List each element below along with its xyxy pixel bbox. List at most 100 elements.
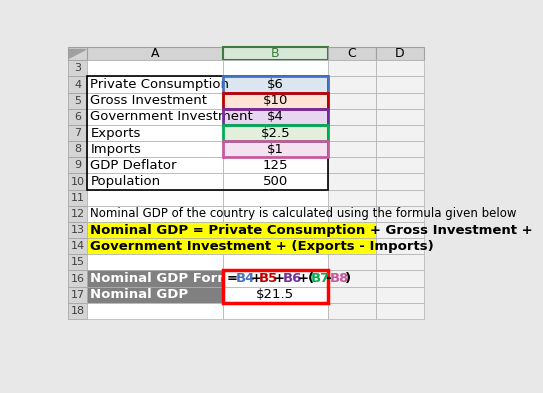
Bar bbox=[68, 47, 87, 60]
Bar bbox=[327, 303, 376, 319]
Text: GDP Deflator: GDP Deflator bbox=[90, 159, 177, 172]
Bar bbox=[376, 141, 424, 157]
Bar bbox=[68, 173, 87, 189]
Bar bbox=[87, 222, 376, 238]
Text: 125: 125 bbox=[262, 159, 288, 172]
Bar bbox=[68, 222, 87, 238]
Text: C: C bbox=[347, 47, 356, 60]
Text: 10: 10 bbox=[71, 176, 85, 187]
Bar bbox=[68, 109, 87, 125]
Bar bbox=[87, 76, 223, 93]
Bar bbox=[87, 60, 223, 76]
Bar bbox=[68, 76, 87, 93]
Text: Exports: Exports bbox=[90, 127, 141, 140]
Bar bbox=[68, 93, 87, 109]
Text: 5: 5 bbox=[74, 95, 81, 106]
Bar bbox=[327, 157, 376, 173]
Text: 15: 15 bbox=[71, 257, 85, 267]
Bar bbox=[376, 93, 424, 109]
Polygon shape bbox=[70, 50, 86, 58]
Bar bbox=[223, 270, 327, 286]
Text: B4: B4 bbox=[235, 272, 255, 285]
Bar bbox=[68, 206, 87, 222]
Bar bbox=[87, 125, 223, 141]
Bar bbox=[87, 238, 376, 254]
Bar bbox=[87, 109, 223, 125]
Bar bbox=[68, 60, 87, 76]
Bar bbox=[376, 238, 424, 254]
Bar bbox=[223, 109, 327, 125]
Bar bbox=[327, 76, 376, 93]
Text: Gross Investment: Gross Investment bbox=[90, 94, 207, 107]
Text: 9: 9 bbox=[74, 160, 81, 170]
Text: $4: $4 bbox=[267, 110, 283, 123]
Text: 3: 3 bbox=[74, 63, 81, 73]
Bar bbox=[68, 303, 87, 319]
Text: 17: 17 bbox=[71, 290, 85, 300]
Bar bbox=[68, 270, 87, 286]
Text: 7: 7 bbox=[74, 128, 81, 138]
Text: $1: $1 bbox=[267, 143, 283, 156]
Bar bbox=[327, 93, 376, 109]
Bar bbox=[223, 125, 327, 141]
Bar bbox=[87, 157, 223, 173]
Text: Government Investment + (Exports - Imports): Government Investment + (Exports - Impor… bbox=[90, 240, 434, 253]
Bar bbox=[68, 254, 87, 270]
Bar bbox=[376, 254, 424, 270]
Text: B: B bbox=[271, 47, 280, 60]
Bar bbox=[327, 173, 376, 189]
Bar bbox=[87, 173, 223, 189]
Text: -: - bbox=[325, 272, 331, 285]
Bar bbox=[87, 76, 327, 189]
Bar bbox=[68, 157, 87, 173]
Bar bbox=[68, 189, 87, 206]
Bar bbox=[68, 286, 87, 303]
Text: ): ) bbox=[345, 272, 351, 285]
Bar bbox=[223, 76, 327, 93]
Text: 14: 14 bbox=[71, 241, 85, 251]
Text: 500: 500 bbox=[263, 175, 288, 188]
Bar bbox=[68, 238, 87, 254]
Bar bbox=[327, 60, 376, 76]
Bar bbox=[327, 270, 376, 286]
Bar bbox=[376, 173, 424, 189]
Bar bbox=[223, 254, 327, 270]
Text: Population: Population bbox=[90, 175, 161, 188]
Bar bbox=[68, 125, 87, 141]
Bar bbox=[223, 109, 327, 125]
Text: 11: 11 bbox=[71, 193, 85, 203]
Bar bbox=[223, 76, 327, 93]
Text: Nominal GDP: Nominal GDP bbox=[90, 288, 188, 301]
Bar bbox=[327, 286, 376, 303]
Bar bbox=[87, 93, 223, 109]
Bar bbox=[376, 270, 424, 286]
Bar bbox=[327, 125, 376, 141]
Bar bbox=[68, 141, 87, 157]
Text: 13: 13 bbox=[71, 225, 85, 235]
Text: +: + bbox=[250, 272, 261, 285]
Text: Private Consumption: Private Consumption bbox=[90, 78, 229, 91]
Text: 4: 4 bbox=[74, 79, 81, 90]
Bar bbox=[223, 173, 327, 189]
Bar bbox=[376, 206, 424, 222]
Bar bbox=[376, 286, 424, 303]
Text: Government Investment: Government Investment bbox=[90, 110, 253, 123]
Bar bbox=[87, 141, 223, 157]
Bar bbox=[87, 206, 223, 222]
Text: 16: 16 bbox=[71, 274, 85, 283]
Text: $2.5: $2.5 bbox=[261, 127, 290, 140]
Bar bbox=[87, 270, 223, 286]
Text: $10: $10 bbox=[262, 94, 288, 107]
Bar bbox=[327, 47, 376, 60]
Bar bbox=[376, 47, 424, 60]
Bar bbox=[223, 93, 327, 109]
Bar bbox=[327, 141, 376, 157]
Bar bbox=[223, 141, 327, 157]
Bar bbox=[223, 60, 327, 76]
Bar bbox=[223, 189, 327, 206]
Text: $21.5: $21.5 bbox=[256, 288, 294, 301]
Bar bbox=[376, 157, 424, 173]
Text: B7: B7 bbox=[311, 272, 330, 285]
Text: 12: 12 bbox=[71, 209, 85, 219]
Text: +: + bbox=[274, 272, 285, 285]
